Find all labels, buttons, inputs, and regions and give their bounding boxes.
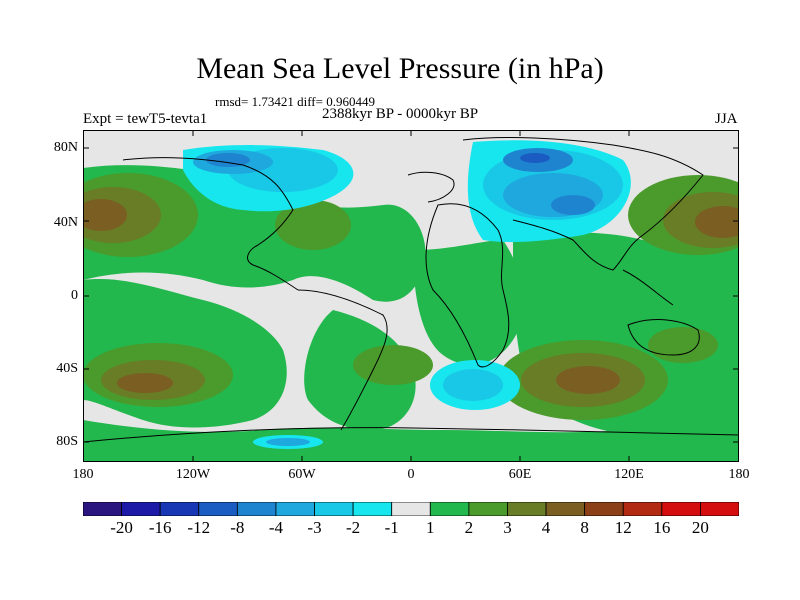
- colorbar-swatch: [352, 502, 393, 516]
- colorbar-label: 1: [426, 518, 435, 537]
- experiment-label: Expt = tewT5-tevta1: [83, 111, 208, 127]
- lat-label-40s: 40S: [56, 361, 78, 376]
- colorbar-swatch: [545, 502, 586, 516]
- lon-label-120e: 120E: [614, 467, 644, 482]
- colorbar-swatch: [700, 502, 739, 516]
- anomaly-positive-4-8: [83, 199, 739, 394]
- colorbar-swatch: [121, 502, 161, 516]
- lon-label-180e: 180: [728, 467, 750, 482]
- colorbar-swatch: [275, 502, 315, 516]
- colorbar-swatch: [584, 502, 624, 516]
- colorbar-swatch: [198, 502, 238, 516]
- colorbar: [83, 502, 739, 516]
- colorbar-swatch: [622, 502, 663, 516]
- colorbar-swatch: [391, 502, 431, 516]
- lon-label-0: 0: [407, 467, 415, 482]
- colorbar-swatch: [314, 502, 354, 516]
- colorbar-swatch: [83, 502, 122, 516]
- colorbar-label: -1: [384, 518, 399, 537]
- colorbar-label: 2: [464, 518, 474, 537]
- season-label: JJA: [715, 111, 738, 127]
- colorbar-label: 3: [503, 518, 512, 537]
- colorbar-swatch: [429, 502, 470, 516]
- rmsd-diff-stats: rmsd= 1.73421 diff= 0.960449: [215, 94, 375, 109]
- colorbar-swatch: [159, 502, 200, 516]
- axis-ticks: [83, 130, 739, 462]
- colorbar-label: 16: [653, 518, 671, 537]
- colorbar-label: -16: [148, 518, 172, 537]
- lat-label-40n: 40N: [53, 215, 78, 230]
- lon-label-60w: 60W: [288, 467, 316, 482]
- colorbar-swatch: [468, 502, 508, 516]
- colorbar-label: -20: [110, 518, 133, 537]
- lon-label-60e: 60E: [508, 467, 532, 482]
- lat-label-0: 0: [71, 288, 78, 303]
- lat-label-80n: 80N: [53, 140, 78, 155]
- lon-label-120w: 120W: [175, 467, 211, 482]
- pressure-anomaly-map: [83, 130, 739, 462]
- colorbar-label: -4: [268, 518, 284, 537]
- anomaly-negative-8-12: [520, 153, 550, 163]
- colorbar-label: -2: [346, 518, 361, 537]
- lat-label-80s: 80S: [56, 434, 78, 449]
- colorbar-label: 20: [691, 518, 709, 537]
- colorbar-label: 4: [541, 518, 551, 537]
- colorbar-swatch: [236, 502, 277, 516]
- colorbar-label: 8: [580, 518, 589, 537]
- colorbar-label: 12: [614, 518, 632, 537]
- lon-label-180w: 180: [72, 467, 94, 482]
- plot-title: Mean Sea Level Pressure (in hPa): [196, 52, 604, 85]
- colorbar-label: -12: [187, 518, 211, 537]
- colorbar-swatch: [661, 502, 701, 516]
- coastlines: [83, 137, 739, 443]
- colorbar-label: -3: [307, 518, 322, 537]
- time-period-label: 2388kyr BP - 0000kyr BP: [322, 106, 479, 122]
- colorbar-swatch: [507, 502, 547, 516]
- colorbar-label: -8: [230, 518, 245, 537]
